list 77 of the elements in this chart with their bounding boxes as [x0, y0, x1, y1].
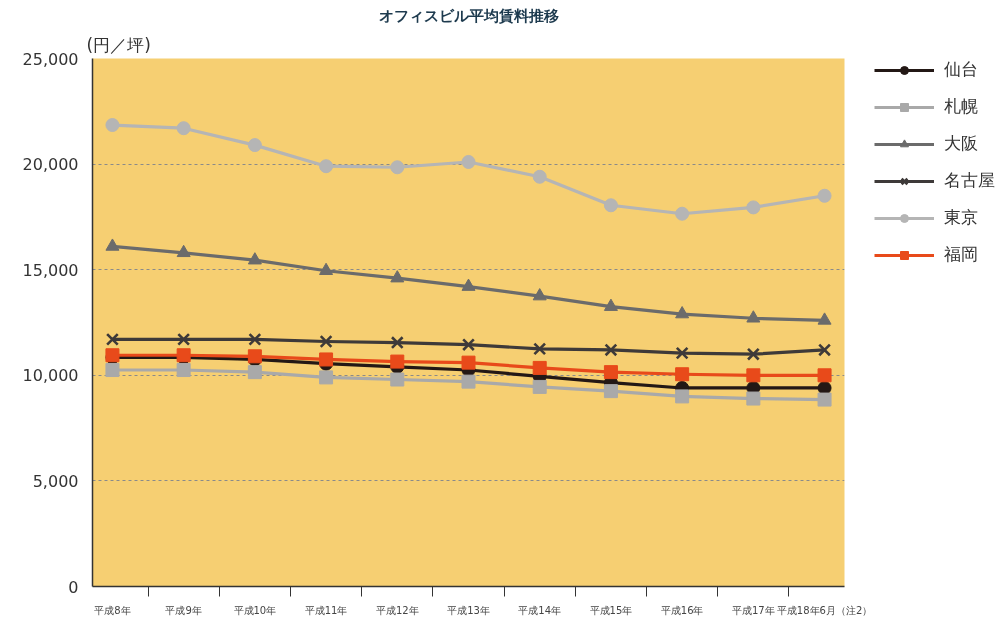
- x-tick-label: 平成17年: [731, 604, 775, 616]
- point: [319, 352, 334, 367]
- point: [461, 278, 476, 291]
- x-tick-label: 平成12年: [375, 604, 419, 616]
- x-tick-label: 平成16年: [660, 604, 704, 616]
- point: [176, 121, 191, 136]
- point: [603, 365, 618, 380]
- x-tick-label: 平成10年: [233, 604, 277, 616]
- x-tick-label: 平成14年: [518, 604, 562, 616]
- point: [532, 360, 547, 375]
- point: [746, 368, 761, 383]
- point: [390, 335, 404, 350]
- point: [319, 262, 334, 276]
- point: [817, 343, 832, 357]
- point: [390, 270, 405, 283]
- point: [105, 363, 120, 378]
- point: [746, 391, 761, 406]
- y-tick-label: 25,000: [22, 49, 79, 69]
- x-tick-label: 平成15年: [589, 604, 633, 616]
- point: [176, 363, 191, 378]
- x-tick-label: 平成8年: [94, 604, 131, 616]
- legend-label: 大阪: [944, 132, 978, 155]
- point: [319, 159, 334, 174]
- point: [319, 334, 333, 349]
- point: [532, 288, 547, 301]
- legend-label: 東京: [944, 206, 978, 229]
- point: [675, 346, 689, 360]
- point: [817, 312, 832, 325]
- point: [177, 332, 191, 346]
- point: [817, 188, 832, 203]
- point: [105, 332, 120, 346]
- point: [817, 392, 832, 407]
- point: [746, 347, 760, 361]
- point: [247, 252, 262, 265]
- y-tick-label: 20,000: [22, 155, 79, 175]
- y-tick-label: 15,000: [22, 260, 79, 280]
- y-tick-label: 5,000: [32, 471, 79, 491]
- point: [247, 138, 262, 153]
- legend-label: 札幌: [944, 95, 978, 118]
- point: [533, 342, 547, 356]
- x-tick-label: 平成11年: [304, 604, 348, 616]
- y-axis-title: (円／坪): [86, 34, 151, 55]
- y-tick-label: 10,000: [22, 366, 79, 386]
- point: [248, 332, 262, 346]
- legend-label: 仙台: [944, 58, 978, 81]
- point: [461, 374, 476, 389]
- chart-title: オフィスビル平均賃料推移: [378, 6, 559, 25]
- point: [319, 370, 334, 385]
- point: [675, 367, 690, 382]
- point: [746, 310, 761, 323]
- x-tick-label: 平成18年6月（注2）: [776, 604, 873, 616]
- point: [461, 338, 476, 352]
- point: [675, 389, 690, 404]
- point: [675, 206, 690, 221]
- point: [390, 160, 405, 175]
- point: [105, 118, 120, 133]
- point: [461, 155, 476, 169]
- point: [532, 169, 547, 184]
- x-tick-label: 平成13年: [447, 604, 490, 616]
- point: [603, 384, 618, 399]
- point: [390, 372, 405, 387]
- point: [746, 200, 761, 215]
- legend-label: 福岡: [944, 243, 978, 266]
- point: [604, 343, 618, 357]
- point: [675, 306, 690, 319]
- point: [603, 198, 618, 213]
- point: [817, 368, 832, 383]
- x-tick-label: 平成9年: [165, 604, 202, 616]
- point: [247, 365, 262, 380]
- point: [390, 354, 405, 369]
- y-tick-label: 0: [68, 577, 79, 597]
- point: [603, 298, 618, 311]
- point: [176, 244, 191, 258]
- legend-label: 名古屋: [944, 169, 995, 192]
- point: [532, 379, 547, 394]
- point: [105, 238, 120, 251]
- point: [461, 355, 476, 370]
